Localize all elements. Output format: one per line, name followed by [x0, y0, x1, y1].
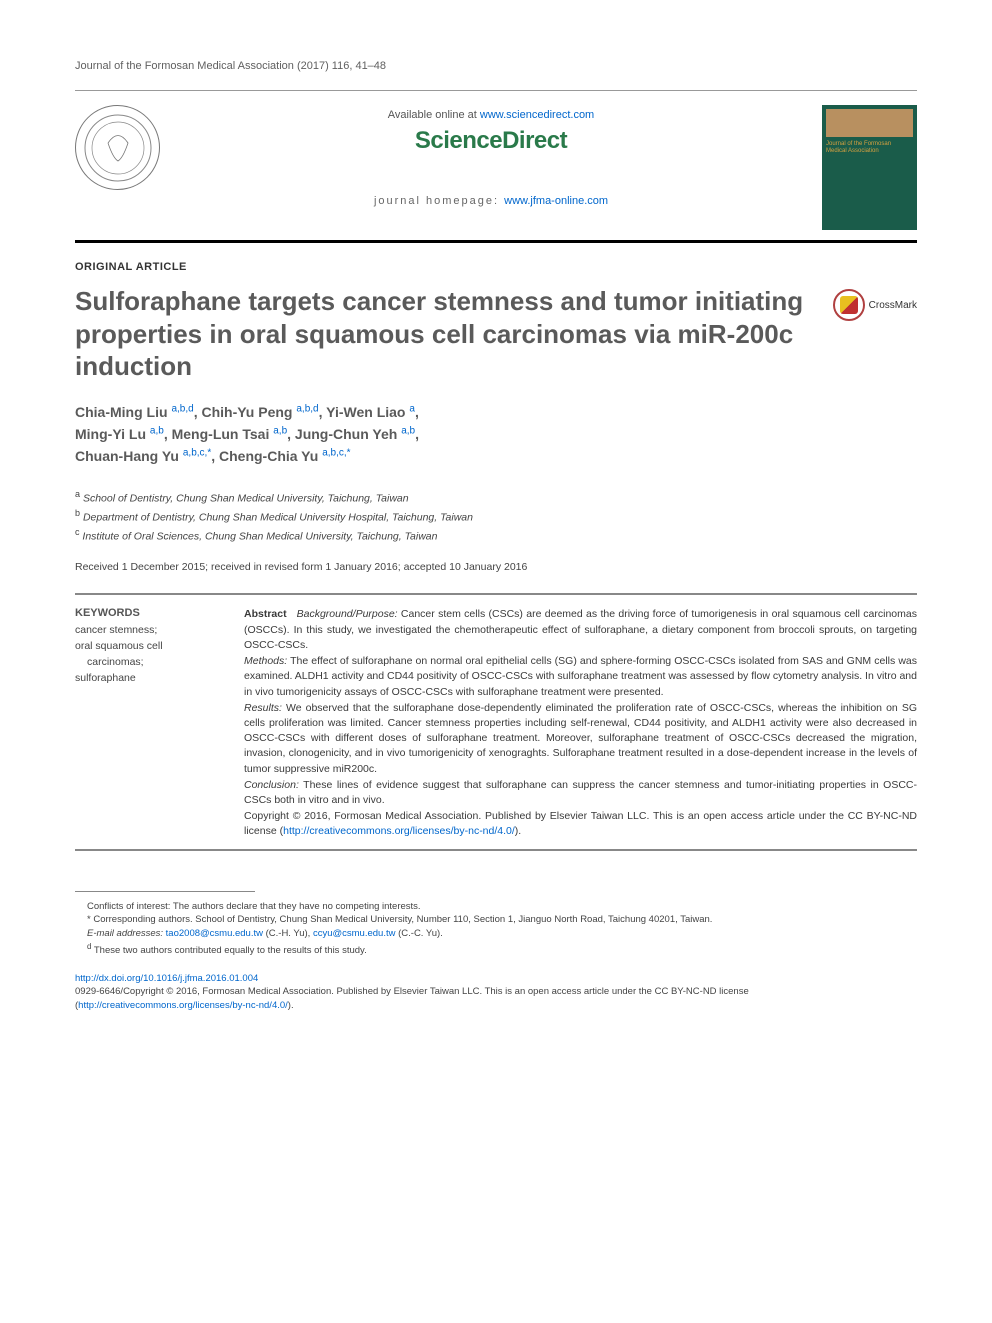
sciencedirect-logo: ScienceDirect — [176, 127, 806, 155]
sciencedirect-link[interactable]: www.sciencedirect.com — [480, 109, 594, 121]
corresponding-note: * Corresponding authors. School of Denti… — [75, 913, 917, 927]
abstract-top-rule — [75, 593, 917, 595]
cc-license-link[interactable]: http://creativecommons.org/licenses/by-n… — [78, 1000, 288, 1011]
cc-license-link[interactable]: http://creativecommons.org/licenses/by-n… — [283, 825, 515, 837]
article-dates: Received 1 December 2015; received in re… — [75, 561, 917, 573]
crossmark-badge[interactable]: CrossMark — [833, 289, 917, 321]
keywords-column: KEYWORDS cancer stemness; oral squamous … — [75, 607, 220, 686]
abstract-text: Abstract Background/Purpose: Cancer stem… — [244, 607, 917, 840]
keyword: oral squamous cell — [75, 639, 220, 655]
abstract-bottom-rule — [75, 849, 917, 851]
footnote-rule — [75, 891, 255, 892]
available-online: Available online at www.sciencedirect.co… — [176, 109, 806, 121]
email-link[interactable]: tao2008@csmu.edu.tw — [166, 928, 263, 939]
affiliations: a School of Dentistry, Chung Shan Medica… — [75, 488, 917, 546]
equal-contribution-note: d These two authors contributed equally … — [75, 941, 917, 958]
doi-block: http://dx.doi.org/10.1016/j.jfma.2016.01… — [75, 972, 917, 1012]
email-note: E-mail addresses: tao2008@csmu.edu.tw (C… — [75, 927, 917, 941]
publisher-seal-icon — [75, 105, 160, 190]
top-divider — [75, 90, 917, 91]
keyword: sulforaphane — [75, 671, 220, 687]
journal-reference: Journal of the Formosan Medical Associat… — [75, 60, 917, 72]
footnotes: Conflicts of interest: The authors decla… — [75, 900, 917, 958]
doi-link[interactable]: http://dx.doi.org/10.1016/j.jfma.2016.01… — [75, 973, 258, 984]
email-link[interactable]: ccyu@csmu.edu.tw — [313, 928, 396, 939]
abstract-block: KEYWORDS cancer stemness; oral squamous … — [75, 607, 917, 840]
conflicts-note: Conflicts of interest: The authors decla… — [75, 900, 917, 914]
article-type-label: ORIGINAL ARTICLE — [75, 261, 917, 273]
article-title: Sulforaphane targets cancer stemness and… — [75, 285, 813, 383]
journal-homepage-link[interactable]: www.jfma-online.com — [504, 195, 608, 207]
header-banner: Available online at www.sciencedirect.co… — [75, 105, 917, 230]
crossmark-label: CrossMark — [869, 300, 917, 311]
header-divider — [75, 240, 917, 243]
crossmark-icon — [833, 289, 865, 321]
keywords-header: KEYWORDS — [75, 607, 220, 619]
journal-homepage: journal homepage: www.jfma-online.com — [176, 195, 806, 207]
keyword: cancer stemness; — [75, 623, 220, 639]
author-list: Chia-Ming Liu a,b,d, Chih-Yu Peng a,b,d,… — [75, 401, 917, 468]
keyword: carcinomas; — [75, 655, 220, 671]
journal-cover-thumbnail: Journal of the Formosan Medical Associat… — [822, 105, 917, 230]
